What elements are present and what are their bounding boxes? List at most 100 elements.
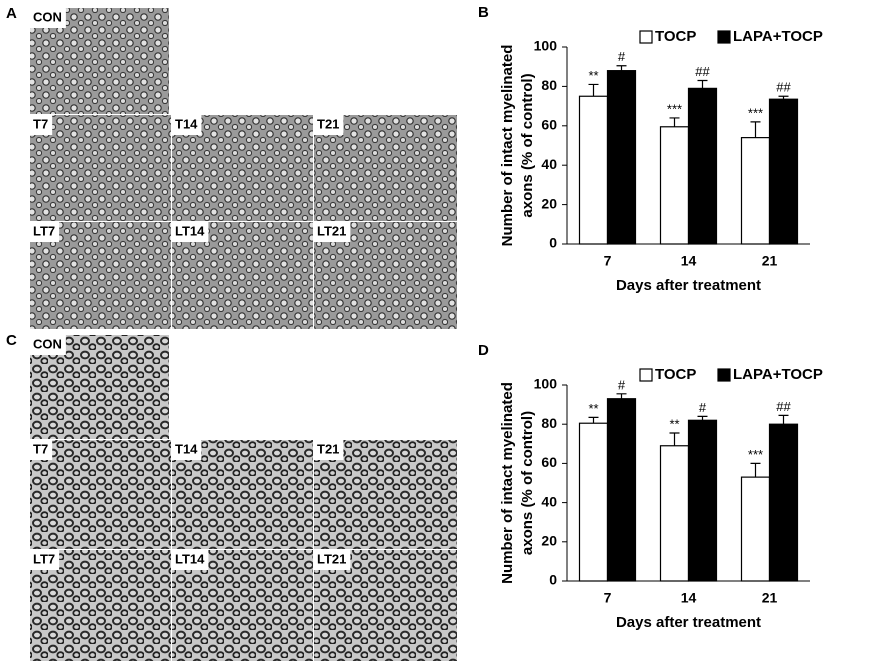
y-tick-label: 40 xyxy=(541,493,557,509)
y-axis-label: Number of intact myelinated xyxy=(499,45,516,247)
bar xyxy=(659,126,690,245)
significance-label: # xyxy=(618,377,626,392)
micrograph-label: LT14 xyxy=(175,223,205,238)
y-tick-label: 40 xyxy=(541,156,557,172)
label-background xyxy=(314,550,351,570)
y-axis-label: axons (% of control) xyxy=(519,73,536,217)
error-bar xyxy=(616,65,627,71)
label-background xyxy=(314,115,344,135)
panel-letter: B xyxy=(478,4,489,21)
micrograph-label: T21 xyxy=(317,116,339,131)
significance-label: *** xyxy=(748,447,763,462)
x-tick-label: 21 xyxy=(762,253,778,269)
bar xyxy=(606,398,637,582)
bar xyxy=(687,87,718,245)
error-bar xyxy=(588,83,599,97)
micrograph-label: LT14 xyxy=(175,551,205,566)
micrograph-label: LT7 xyxy=(33,551,55,566)
error-bar xyxy=(669,117,680,127)
panel-letter: A xyxy=(6,5,17,22)
micrograph-label: CON xyxy=(33,9,62,24)
micrograph-label: LT21 xyxy=(317,551,346,566)
bar xyxy=(740,476,771,582)
label-background xyxy=(30,8,66,28)
micrograph-label: T21 xyxy=(317,441,339,456)
label-background xyxy=(30,115,53,135)
error-bar xyxy=(616,393,627,399)
significance-label: ## xyxy=(776,80,791,95)
x-tick-label: 21 xyxy=(762,590,778,606)
label-background xyxy=(172,550,209,570)
x-tick-label: 14 xyxy=(681,253,697,269)
micrograph-label: LT7 xyxy=(33,223,55,238)
label-background xyxy=(172,222,209,242)
bar xyxy=(578,422,609,582)
micrograph-label: CON xyxy=(33,336,62,351)
x-tick-label: 14 xyxy=(681,590,697,606)
legend-label: LAPA+TOCP xyxy=(733,366,823,383)
y-axis-label: Number of intact myelinated xyxy=(499,382,516,584)
error-bar xyxy=(750,462,761,478)
micrograph-label: LT21 xyxy=(317,223,346,238)
bar xyxy=(768,423,799,582)
error-bar xyxy=(588,416,599,424)
significance-label: ## xyxy=(695,64,710,79)
error-bar xyxy=(750,121,761,138)
y-tick-label: 20 xyxy=(541,533,557,549)
error-bar xyxy=(669,432,680,446)
legend-swatch xyxy=(717,368,731,382)
y-tick-label: 0 xyxy=(549,572,557,588)
bar xyxy=(606,70,637,245)
micrograph-label: T7 xyxy=(33,441,48,456)
legend-label: LAPA+TOCP xyxy=(733,28,823,45)
label-background xyxy=(172,115,202,135)
legend-label: TOCP xyxy=(655,366,696,383)
bar xyxy=(687,419,718,582)
x-axis-label: Days after treatment xyxy=(616,614,761,631)
label-background xyxy=(314,222,351,242)
bar xyxy=(768,98,799,245)
bar xyxy=(740,137,771,245)
y-tick-label: 60 xyxy=(541,117,557,133)
legend-swatch xyxy=(717,30,731,44)
legend-swatch xyxy=(639,368,653,382)
y-axis-label: axons (% of control) xyxy=(519,411,536,555)
significance-label: ## xyxy=(776,399,791,414)
micrograph xyxy=(30,115,171,221)
y-tick-label: 60 xyxy=(541,454,557,470)
panel-letter: D xyxy=(478,342,489,359)
y-tick-label: 100 xyxy=(534,38,558,54)
micrograph-label: T7 xyxy=(33,116,48,131)
y-tick-label: 80 xyxy=(541,415,557,431)
label-background xyxy=(30,440,53,460)
label-background xyxy=(30,222,60,242)
y-tick-label: 0 xyxy=(549,235,557,251)
y-tick-label: 20 xyxy=(541,195,557,211)
panel-letter: C xyxy=(6,332,17,349)
significance-label: ** xyxy=(669,416,679,431)
x-axis-label: Days after treatment xyxy=(616,277,761,294)
y-tick-label: 100 xyxy=(534,376,558,392)
micrograph-label: T14 xyxy=(175,441,198,456)
significance-label: ** xyxy=(588,401,598,416)
legend-label: TOCP xyxy=(655,28,696,45)
error-bar xyxy=(778,414,789,425)
label-background xyxy=(314,440,344,460)
error-bar xyxy=(697,415,708,421)
significance-label: # xyxy=(699,400,707,415)
error-bar xyxy=(697,79,708,89)
bar xyxy=(659,445,690,582)
micrograph xyxy=(30,440,171,549)
error-bar xyxy=(778,95,789,100)
x-tick-label: 7 xyxy=(604,253,612,269)
label-background xyxy=(172,440,202,460)
label-background xyxy=(30,335,66,355)
significance-label: *** xyxy=(748,105,763,120)
significance-label: # xyxy=(618,49,626,64)
x-tick-label: 7 xyxy=(604,590,612,606)
significance-label: *** xyxy=(667,101,682,116)
significance-label: ** xyxy=(588,68,598,83)
micrograph-label: T14 xyxy=(175,116,198,131)
bar xyxy=(578,95,609,245)
